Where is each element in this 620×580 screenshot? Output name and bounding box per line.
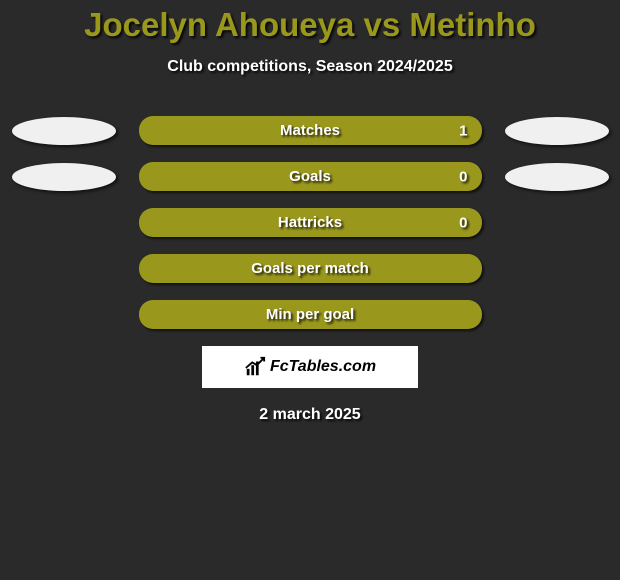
- player2-photo: [505, 117, 609, 145]
- comparison-card: Jocelyn Ahoueya vs Metinho Club competit…: [0, 0, 620, 580]
- photo-slot-right: [502, 255, 612, 283]
- photo-slot-right: [502, 117, 612, 145]
- stat-row: Goals 0: [0, 162, 620, 191]
- stat-row: Goals per match: [0, 254, 620, 283]
- stat-value: 1: [459, 122, 467, 139]
- photo-slot-right: [502, 209, 612, 237]
- stat-bar: Min per goal: [139, 300, 482, 329]
- photo-slot-right: [502, 301, 612, 329]
- title-vs: vs: [364, 6, 401, 43]
- photo-slot-left: [9, 163, 119, 191]
- photo-slot-left: [9, 117, 119, 145]
- photo-slot-left: [9, 255, 119, 283]
- stat-label: Goals: [289, 168, 331, 185]
- date-text: 2 march 2025: [0, 406, 620, 424]
- subtitle: Club competitions, Season 2024/2025: [0, 58, 620, 76]
- stat-label: Goals per match: [251, 260, 369, 277]
- chart-icon: [244, 356, 266, 378]
- stat-label: Min per goal: [266, 306, 354, 323]
- title-player2: Metinho: [409, 6, 535, 43]
- stat-row: Min per goal: [0, 300, 620, 329]
- branding-text: FcTables.com: [270, 358, 376, 376]
- stat-value: 0: [459, 168, 467, 185]
- player2-photo: [505, 163, 609, 191]
- page-title: Jocelyn Ahoueya vs Metinho: [0, 6, 620, 44]
- stat-bar: Matches 1: [139, 116, 482, 145]
- player1-photo: [12, 163, 116, 191]
- stat-row: Matches 1: [0, 116, 620, 145]
- photo-slot-left: [9, 209, 119, 237]
- player1-photo: [12, 117, 116, 145]
- photo-slot-right: [502, 163, 612, 191]
- stat-rows: Matches 1 Goals 0 Hattricks 0 Goals per match M…: [0, 116, 620, 329]
- stat-label: Matches: [280, 122, 340, 139]
- stat-bar: Goals per match: [139, 254, 482, 283]
- stat-value: 0: [459, 214, 467, 231]
- stat-bar: Goals 0: [139, 162, 482, 191]
- title-player1: Jocelyn Ahoueya: [84, 6, 354, 43]
- stat-label: Hattricks: [278, 214, 342, 231]
- photo-slot-left: [9, 301, 119, 329]
- stat-bar: Hattricks 0: [139, 208, 482, 237]
- branding-badge: FcTables.com: [202, 346, 418, 388]
- stat-row: Hattricks 0: [0, 208, 620, 237]
